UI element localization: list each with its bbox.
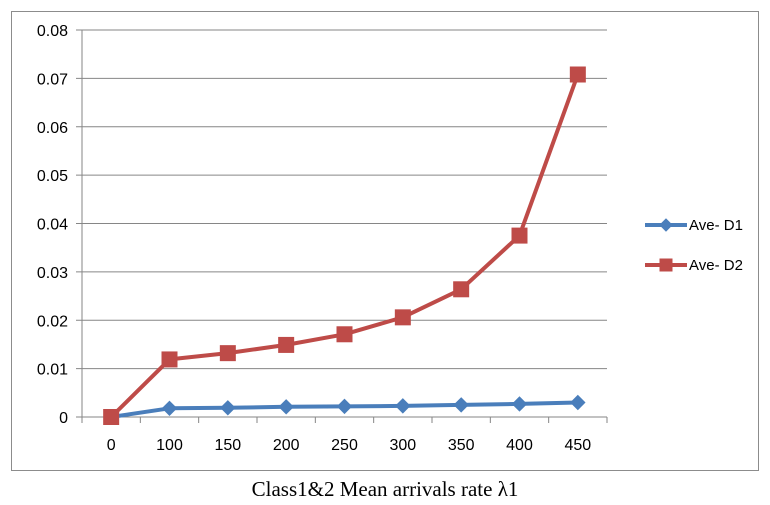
data-point-series-1 xyxy=(278,399,294,415)
data-point-series-2 xyxy=(103,409,120,425)
data-point-series-1 xyxy=(453,397,469,413)
y-tick-label: 0.07 xyxy=(37,71,68,88)
x-tick-label: 150 xyxy=(214,437,241,454)
x-tick-label: 400 xyxy=(506,437,533,454)
data-point-series-2 xyxy=(453,281,470,298)
legend-marker-1 xyxy=(659,218,673,232)
y-tick-label: 0.02 xyxy=(37,313,68,330)
y-tick-label: 0.01 xyxy=(37,362,68,379)
data-point-series-1 xyxy=(570,394,586,411)
series-line-2 xyxy=(109,72,580,419)
y-tick-label: 0.05 xyxy=(37,168,68,185)
data-point-series-2 xyxy=(394,309,411,326)
data-point-series-2 xyxy=(511,227,528,244)
data-point-series-2 xyxy=(336,326,353,343)
legend-label-1: Ave- D1 xyxy=(689,217,743,234)
data-point-series-1 xyxy=(336,398,353,415)
x-tick-label: 450 xyxy=(564,437,591,454)
x-tick-label: 250 xyxy=(331,437,358,454)
x-tick-label: 300 xyxy=(389,437,416,454)
y-tick-label: 0.03 xyxy=(37,265,68,282)
data-point-series-1 xyxy=(220,400,236,416)
data-point-series-1 xyxy=(511,396,528,412)
legend-label-2: Ave- D2 xyxy=(689,257,743,274)
chart-caption: Class1&2 Mean arrivals rate λ1 xyxy=(251,477,519,501)
data-point-series-1 xyxy=(395,398,411,414)
y-tick-label: 0.04 xyxy=(37,217,68,234)
data-point-series-2 xyxy=(569,66,586,83)
data-point-series-2 xyxy=(161,351,178,368)
x-tick-label: 200 xyxy=(273,437,300,454)
x-tick-label: 0 xyxy=(107,437,116,454)
data-point-series-1 xyxy=(161,400,178,417)
legend-marker-2 xyxy=(659,258,673,272)
y-tick-label: 0.08 xyxy=(37,23,68,40)
x-tick-label: 100 xyxy=(156,437,183,454)
y-tick-label: 0 xyxy=(59,410,68,427)
line-chart: 0 0.01 0.02 0.03 0.04 0.05 0.06 0.07 0.08 0 100 150… xyxy=(37,23,743,454)
y-tick-label: 0.06 xyxy=(37,120,68,137)
data-point-series-2 xyxy=(219,345,236,362)
data-point-series-2 xyxy=(278,336,295,353)
x-tick-label: 350 xyxy=(448,437,475,454)
